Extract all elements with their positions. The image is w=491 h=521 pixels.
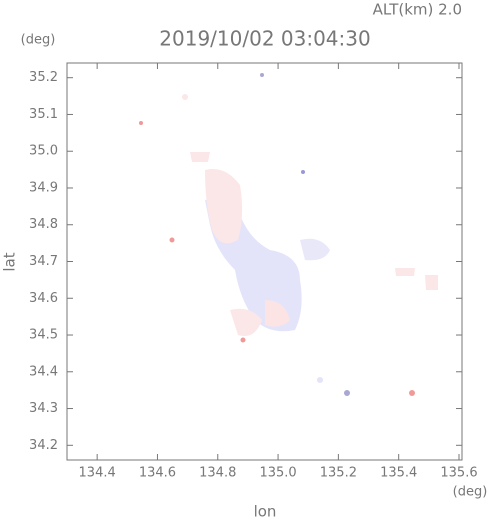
y-tick-label: 34.6 xyxy=(29,291,58,306)
y-tick-label: 34.4 xyxy=(29,364,58,379)
chart-title: 2019/10/02 03:04:30 xyxy=(159,27,370,51)
x-tick-label: 135.2 xyxy=(320,466,357,481)
y-tick-label: 34.2 xyxy=(29,438,58,453)
x-tick-label: 135.4 xyxy=(380,466,417,481)
echo xyxy=(205,169,243,244)
x-tick-label: 135.0 xyxy=(259,466,296,481)
y-tick-label: 34.5 xyxy=(29,328,58,343)
echo xyxy=(169,237,175,243)
y-tick-label: 34.9 xyxy=(29,180,58,195)
echo xyxy=(425,275,438,290)
echo xyxy=(260,73,264,77)
echo xyxy=(265,300,290,327)
y-tick-label: 34.7 xyxy=(29,254,58,269)
echo xyxy=(395,268,415,276)
x-tick-label: 134.4 xyxy=(79,466,116,481)
echo xyxy=(190,152,210,162)
echo xyxy=(182,94,188,100)
echo xyxy=(240,337,246,343)
x-tick-label: 134.8 xyxy=(199,466,236,481)
echo xyxy=(344,390,350,396)
subtitle: ALT(km) 2.0 xyxy=(373,1,462,19)
echo xyxy=(230,308,262,336)
echo xyxy=(301,170,305,174)
y-axis-label: lat xyxy=(1,252,19,271)
echo xyxy=(317,377,323,383)
x-unit: (deg) xyxy=(453,485,488,500)
echo xyxy=(139,121,143,125)
y-tick-label: 35.2 xyxy=(29,70,58,85)
x-tick-label: 134.6 xyxy=(139,466,176,481)
echo-layer xyxy=(139,73,438,396)
x-tick-label: 135.6 xyxy=(440,466,477,481)
echo xyxy=(300,238,330,261)
y-tick-label: 34.8 xyxy=(29,217,58,232)
y-tick-label: 35.1 xyxy=(29,107,58,122)
x-axis-label: lon xyxy=(254,503,277,521)
y-tick-label: 34.3 xyxy=(29,401,58,416)
y-tick-label: 35.0 xyxy=(29,144,58,159)
echo xyxy=(409,390,415,396)
y-unit: (deg) xyxy=(21,33,56,48)
